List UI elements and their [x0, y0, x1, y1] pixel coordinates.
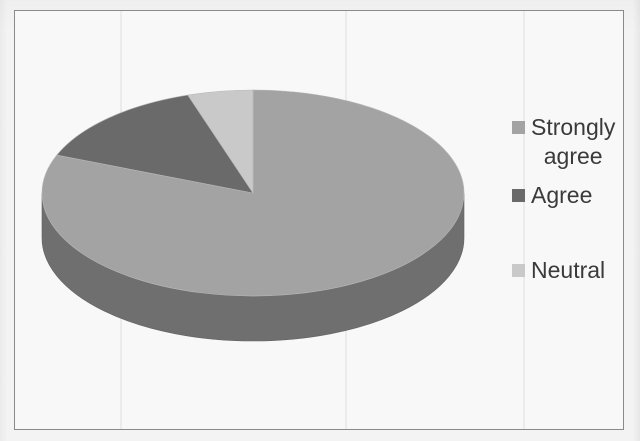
legend-label-line: Strongly	[531, 114, 616, 140]
legend-item-strongly-agree: Strongly agree	[512, 113, 632, 171]
legend-item-neutral: Neutral	[512, 256, 632, 285]
chart-legend: Strongly agree Agree Neutral	[512, 113, 632, 285]
legend-label-agree: Agree	[531, 182, 593, 208]
pie-top-group	[41, 89, 465, 297]
legend-swatch-neutral	[512, 264, 525, 277]
pie-slice-neutral	[187, 89, 254, 194]
legend-label-line: agree	[543, 143, 603, 169]
legend-swatch-agree	[512, 189, 525, 202]
legend-item-agree: Agree	[512, 181, 632, 210]
legend-label-neutral: Neutral	[531, 257, 606, 283]
legend-swatch-strongly-agree	[512, 121, 525, 134]
legend-label-strongly-agree: Strongly agree	[531, 113, 615, 171]
scan-streak	[523, 11, 525, 429]
